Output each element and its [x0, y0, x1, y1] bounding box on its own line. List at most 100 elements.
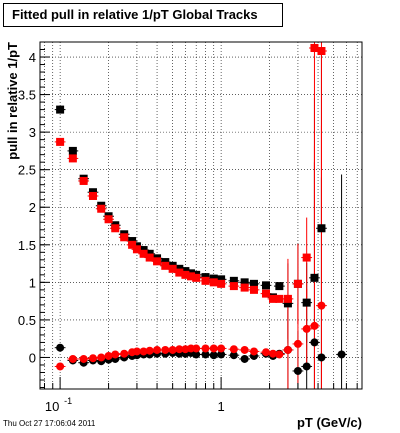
square-marker — [217, 279, 226, 288]
square-marker — [186, 272, 195, 281]
circle-marker — [283, 345, 292, 354]
circle-marker — [145, 346, 154, 355]
square-marker — [201, 276, 210, 285]
square-marker — [132, 245, 141, 254]
square-marker — [56, 137, 65, 146]
square-marker — [229, 276, 238, 285]
square-marker — [97, 204, 106, 213]
circle-marker — [317, 301, 326, 310]
circle-marker — [293, 366, 302, 375]
y-tick-label: 1 — [29, 275, 36, 290]
square-marker — [128, 240, 137, 249]
square-marker — [120, 233, 129, 242]
circle-marker — [261, 348, 270, 357]
circle-marker — [229, 345, 238, 354]
x-axis-label: pT (GeV/c) — [297, 415, 362, 430]
y-tick-label: 1.5 — [18, 238, 36, 253]
square-marker — [268, 294, 277, 303]
square-marker — [88, 191, 97, 200]
square-marker — [302, 298, 311, 307]
circle-marker — [317, 353, 326, 362]
circle-marker — [275, 350, 284, 359]
square-marker — [261, 281, 270, 290]
axis-ticks — [40, 49, 358, 389]
circle-marker — [56, 343, 65, 352]
square-marker — [310, 273, 319, 282]
y-axis-label: pull in relative 1/pT — [5, 42, 20, 160]
square-marker — [310, 44, 319, 53]
square-marker — [161, 261, 170, 270]
y-tick-label: 2 — [29, 200, 36, 215]
error-bars — [54, 42, 347, 389]
circle-marker — [56, 362, 65, 371]
circle-marker — [120, 349, 129, 358]
circle-marker — [209, 344, 218, 353]
square-marker — [302, 253, 311, 262]
circle-marker — [249, 347, 258, 356]
x-tick-label: 1 — [217, 399, 224, 414]
circle-marker — [79, 354, 88, 363]
tick-labels: 0 0.5 1 1.5 2 2.5 3 3.5 4 10 -1 1 — [18, 50, 225, 414]
square-marker — [249, 285, 258, 294]
circle-marker — [337, 350, 346, 359]
square-marker — [317, 224, 326, 233]
square-marker — [217, 275, 226, 284]
square-marker — [240, 283, 249, 292]
square-marker — [192, 273, 201, 282]
square-marker — [283, 299, 292, 308]
square-marker — [283, 294, 292, 303]
circle-marker — [153, 345, 162, 354]
timestamp: Thu Oct 27 17:06:04 2011 — [3, 419, 96, 428]
circle-marker — [97, 353, 106, 362]
circle-marker — [209, 351, 218, 360]
square-marker — [261, 289, 270, 298]
y-tick-label: 0.5 — [18, 313, 36, 328]
x-tick-label-exponent: -1 — [64, 396, 72, 406]
square-marker — [168, 264, 177, 273]
circle-marker — [240, 345, 249, 354]
circle-marker — [240, 354, 249, 363]
circle-marker — [293, 339, 302, 348]
square-marker — [79, 176, 88, 185]
y-tick-label: 2.5 — [18, 163, 36, 178]
circle-marker — [192, 344, 201, 353]
square-marker — [275, 282, 284, 291]
square-marker — [229, 282, 238, 291]
square-marker — [139, 249, 148, 258]
circle-marker — [310, 338, 319, 347]
circle-marker — [168, 345, 177, 354]
circle-marker — [139, 347, 148, 356]
square-marker — [104, 215, 113, 224]
square-marker — [68, 154, 77, 163]
circle-marker — [104, 351, 113, 360]
circle-marker — [88, 354, 97, 363]
square-marker — [111, 224, 120, 233]
square-marker — [56, 105, 65, 114]
circle-marker — [111, 350, 120, 359]
square-marker — [209, 278, 218, 287]
circle-marker — [68, 354, 77, 363]
square-marker — [175, 268, 184, 277]
circle-marker — [192, 350, 201, 359]
square-marker — [275, 294, 284, 303]
y-tick-label: 0 — [29, 350, 36, 365]
circle-marker — [201, 350, 210, 359]
square-marker — [240, 278, 249, 287]
data-markers — [56, 44, 346, 375]
circle-marker — [217, 350, 226, 359]
circle-marker — [310, 321, 319, 330]
square-marker — [181, 270, 190, 279]
y-tick-label: 4 — [29, 50, 36, 65]
square-marker — [249, 279, 258, 288]
square-marker — [293, 279, 302, 288]
circle-marker — [132, 347, 141, 356]
circle-marker — [302, 362, 311, 371]
chart-title: Fitted pull in relative 1/pT Global Trac… — [3, 3, 283, 27]
square-marker — [153, 257, 162, 266]
x-tick-label: 10 — [45, 399, 59, 414]
circle-marker — [302, 324, 311, 333]
y-tick-label: 3 — [29, 125, 36, 140]
circle-marker — [217, 344, 226, 353]
grid-lines — [40, 42, 362, 389]
